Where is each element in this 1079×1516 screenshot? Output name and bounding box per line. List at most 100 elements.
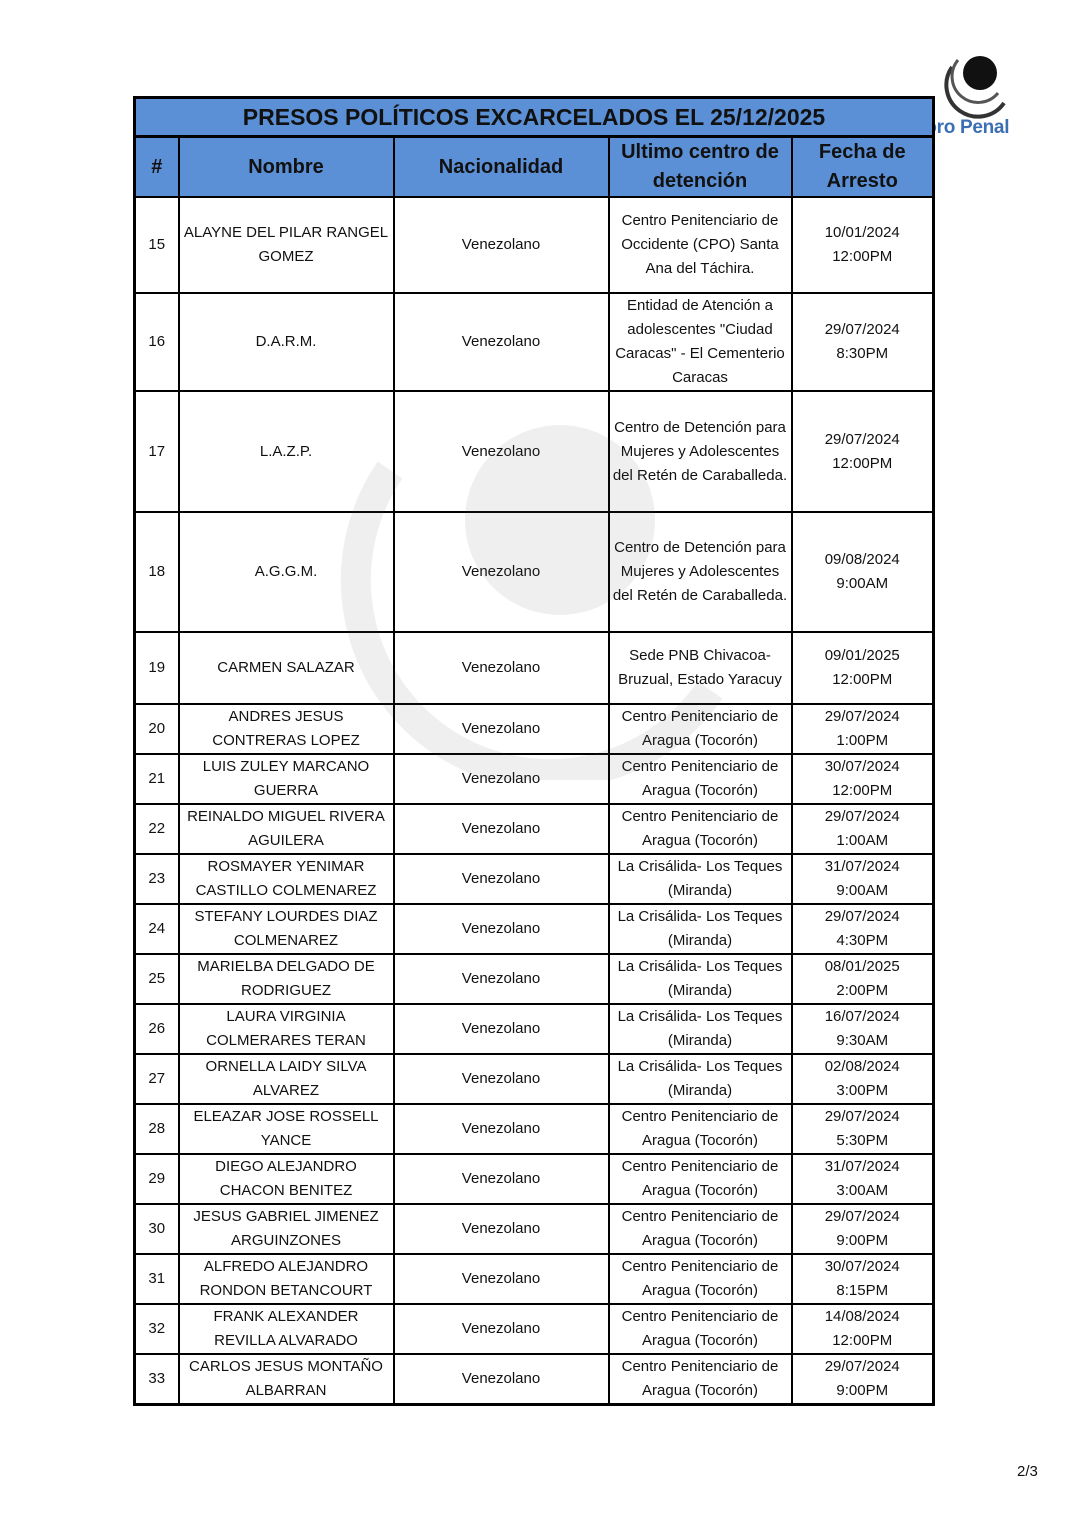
cell-nacionalidad: Venezolano (392, 292, 610, 392)
table-row: 28 ELEAZAR JOSE ROSSELL YANCE Venezolano Ce… (133, 1103, 935, 1155)
cell-centro: Centro Penitenciario de Aragua (Tocorón) (607, 1153, 793, 1205)
arrest-date: 29/07/2024 (824, 708, 900, 725)
table-row: 27 ORNELLA LAIDY SILVA ALVAREZ Venezolano L… (133, 1053, 935, 1105)
page-number: 2/3 (1017, 1463, 1038, 1480)
cell-number: 26 (133, 1003, 180, 1055)
cell-centro: La Crisálida- Los Teques (Miranda) (607, 1003, 793, 1055)
cell-fecha: 14/08/2024 12:00PM (790, 1303, 935, 1355)
arrest-time: 8:30PM (836, 345, 889, 362)
cell-nombre: ANDRES JESUS CONTRERAS LOPEZ (177, 703, 395, 755)
table-row: 20 ANDRES JESUS CONTRERAS LOPEZ Venezolano… (133, 703, 935, 755)
arrest-time: 12:00PM (832, 248, 893, 265)
cell-number: 19 (133, 631, 180, 705)
arrest-date: 10/01/2024 (824, 224, 900, 241)
table-row: 22 REINALDO MIGUEL RIVERA AGUILERA Venezol… (133, 803, 935, 855)
table-row: 15 ALAYNE DEL PILAR RANGEL GOMEZ Venezolan… (133, 196, 935, 294)
cell-nombre: STEFANY LOURDES DIAZ COLMENAREZ (177, 903, 395, 955)
cell-fecha: 02/08/2024 3:00PM (790, 1053, 935, 1105)
arrest-date: 29/07/2024 (824, 1108, 900, 1125)
arrest-time: 3:00AM (836, 1182, 889, 1199)
cell-centro: La Crisálida- Los Teques (Miranda) (607, 853, 793, 905)
foro-penal-logo: Foro Penal (900, 45, 1050, 145)
cell-number: 28 (133, 1103, 180, 1155)
arrest-date: 30/07/2024 (824, 758, 900, 775)
cell-centro: La Crisálida- Los Teques (Miranda) (607, 1053, 793, 1105)
cell-nombre: MARIELBA DELGADO DE RODRIGUEZ (177, 953, 395, 1005)
arrest-date: 29/07/2024 (824, 321, 900, 338)
header-nacionalidad: Nacionalidad (392, 135, 610, 198)
table-row: 21 LUIS ZULEY MARCANO GUERRA Venezolano Cen… (133, 753, 935, 805)
arrest-date: 29/07/2024 (824, 1208, 900, 1225)
arrest-date: 16/07/2024 (824, 1008, 900, 1025)
cell-centro: Entidad de Atención a adolescentes "Ciud… (607, 292, 793, 392)
cell-fecha: 29/07/2024 8:30PM (790, 292, 935, 392)
cell-nombre: ROSMAYER YENIMAR CASTILLO COLMENAREZ (177, 853, 395, 905)
arrest-time: 9:30AM (836, 1032, 889, 1049)
cell-fecha: 08/01/2025 2:00PM (790, 953, 935, 1005)
arrest-time: 9:00AM (836, 882, 889, 899)
cell-nacionalidad: Venezolano (392, 1153, 610, 1205)
arrest-date: 31/07/2024 (824, 858, 900, 875)
table-row: 16 D.A.R.M. Venezolano Entidad de Atención … (133, 292, 935, 392)
cell-centro: Centro Penitenciario de Aragua (Tocorón) (607, 1303, 793, 1355)
arrest-time: 9:00AM (836, 575, 889, 592)
cell-centro: Centro Penitenciario de Aragua (Tocorón) (607, 753, 793, 805)
cell-fecha: 31/07/2024 9:00AM (790, 853, 935, 905)
cell-number: 25 (133, 953, 180, 1005)
arrest-date: 02/08/2024 (824, 1058, 900, 1075)
cell-fecha: 30/07/2024 8:15PM (790, 1253, 935, 1305)
cell-nombre: LAURA VIRGINIA COLMERARES TERAN (177, 1003, 395, 1055)
cell-centro: Centro Penitenciario de Aragua (Tocorón) (607, 703, 793, 755)
cell-nombre: ALFREDO ALEJANDRO RONDON BETANCOURT (177, 1253, 395, 1305)
arrest-date: 29/07/2024 (824, 430, 900, 448)
table-row: 19 CARMEN SALAZAR Venezolano Sede PNB Chiva… (133, 631, 935, 705)
arrest-time: 9:00PM (836, 1382, 889, 1399)
header-number: # (133, 135, 180, 198)
arrest-date: 29/07/2024 (824, 1358, 900, 1375)
cell-centro: Centro Penitenciario de Aragua (Tocorón) (607, 1203, 793, 1255)
cell-nombre: ELEAZAR JOSE ROSSELL YANCE (177, 1103, 395, 1155)
cell-nacionalidad: Venezolano (392, 903, 610, 955)
cell-number: 15 (133, 196, 180, 294)
cell-number: 22 (133, 803, 180, 855)
cell-number: 32 (133, 1303, 180, 1355)
cell-centro: Centro Penitenciario de Aragua (Tocorón) (607, 803, 793, 855)
cell-fecha: 29/07/2024 4:30PM (790, 903, 935, 955)
table-row: 33 CARLOS JESUS MONTAÑO ALBARRAN Venezolan… (133, 1353, 935, 1406)
cell-fecha: 29/07/2024 1:00AM (790, 803, 935, 855)
cell-number: 33 (133, 1353, 180, 1406)
table-row: 29 DIEGO ALEJANDRO CHACON BENITEZ Venezola… (133, 1153, 935, 1205)
table-row: 31 ALFREDO ALEJANDRO RONDON BETANCOURT Ven… (133, 1253, 935, 1305)
arrest-date: 09/08/2024 (824, 551, 900, 568)
header-fecha: Fecha de Arresto (790, 135, 935, 198)
cell-nacionalidad: Venezolano (392, 703, 610, 755)
header-centro: Ultimo centro de detención (607, 135, 793, 198)
arrest-date: 08/01/2025 (824, 958, 900, 975)
cell-number: 20 (133, 703, 180, 755)
cell-centro: Centro de Detención para Mujeres y Adole… (607, 511, 793, 633)
arrest-time: 1:00PM (836, 732, 889, 749)
cell-centro: Centro Penitenciario de Aragua (Tocorón) (607, 1103, 793, 1155)
cell-number: 21 (133, 753, 180, 805)
cell-nombre: CARMEN SALAZAR (177, 631, 395, 705)
cell-centro: La Crisálida- Los Teques (Miranda) (607, 953, 793, 1005)
cell-centro: Centro Penitenciario de Aragua (Tocorón) (607, 1353, 793, 1406)
logo-text: Foro Penal (914, 117, 1010, 138)
cell-nacionalidad: Venezolano (392, 1303, 610, 1355)
cell-number: 27 (133, 1053, 180, 1105)
cell-nacionalidad: Venezolano (392, 1253, 610, 1305)
cell-number: 18 (133, 511, 180, 633)
header-nombre: Nombre (177, 135, 395, 198)
cell-fecha: 29/07/2024 9:00PM (790, 1203, 935, 1255)
cell-fecha: 09/01/2025 12:00PM (790, 631, 935, 705)
cell-fecha: 16/07/2024 9:30AM (790, 1003, 935, 1055)
arrest-date: 31/07/2024 (824, 1158, 900, 1175)
arrest-date: 29/07/2024 (824, 808, 900, 825)
cell-centro: Centro Penitenciario de Occidente (CPO) … (607, 196, 793, 294)
cell-nacionalidad: Venezolano (392, 196, 610, 294)
cell-nacionalidad: Venezolano (392, 1003, 610, 1055)
table-row: 32 FRANK ALEXANDER REVILLA ALVARADO Venezo… (133, 1303, 935, 1355)
arrest-time: 12:00PM (832, 782, 893, 799)
cell-nacionalidad: Venezolano (392, 1103, 610, 1155)
cell-fecha: 09/08/2024 9:00AM (790, 511, 935, 633)
